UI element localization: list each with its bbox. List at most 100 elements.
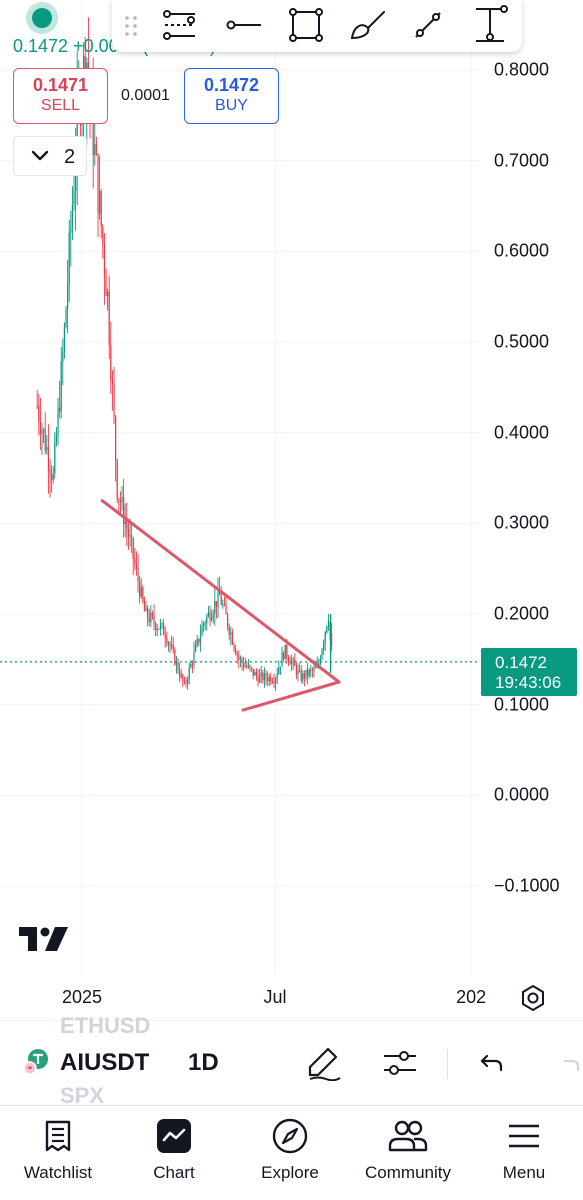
candle-body [279, 666, 282, 668]
time-tick-label: 2025 [61, 987, 103, 1007]
candle-body [212, 613, 214, 618]
candle-body [68, 232, 70, 285]
grip-icon[interactable] [124, 14, 138, 38]
candle-body [164, 634, 166, 638]
undo-button[interactable] [472, 1043, 512, 1083]
nav-label: Chart [153, 1163, 195, 1182]
watchlist-icon [45, 1120, 71, 1152]
candle-body [236, 654, 238, 656]
candle-body [260, 672, 262, 676]
nav-menu[interactable]: Menu [466, 1106, 582, 1200]
nav-explore[interactable]: Explore [232, 1106, 348, 1200]
candle-body [252, 668, 254, 676]
candle-body [307, 669, 309, 676]
candle-body [67, 284, 69, 310]
trend-line-tool-button[interactable] [408, 6, 448, 44]
candle-body [291, 661, 293, 665]
symbol-name[interactable]: AIUSDT [60, 1049, 150, 1076]
candle-body [230, 632, 232, 635]
candle-body [262, 672, 264, 681]
candle-body [102, 226, 104, 245]
nav-label: Menu [502, 1163, 546, 1182]
trend-line-drawing[interactable] [241, 680, 341, 712]
candle-body [62, 351, 64, 362]
price-range-tool-button[interactable] [470, 5, 510, 44]
pitchfork-tool-button[interactable] [160, 6, 200, 44]
candle-body [270, 676, 272, 682]
candle-body [220, 594, 222, 605]
pitchfork-icon [163, 10, 195, 40]
candle-body [161, 623, 163, 625]
buy-button[interactable]: 0.1472 BUY [184, 68, 279, 124]
candle-body [211, 617, 213, 621]
chart-settings-icon[interactable] [519, 984, 547, 1012]
candle-body [244, 665, 246, 667]
candle-body [71, 204, 74, 229]
candle-body [217, 589, 219, 608]
chart-icon [157, 1119, 191, 1153]
candle-body [147, 607, 149, 619]
candle-body [95, 144, 98, 155]
candle-body [273, 681, 275, 683]
candle-body [259, 675, 261, 683]
nav-community[interactable]: Community [350, 1106, 466, 1200]
candle-body [105, 274, 107, 297]
candle-body [297, 670, 299, 675]
candle-body [214, 600, 216, 614]
bar-countdown: 19:43:06 [495, 673, 562, 692]
people-icon [388, 1120, 428, 1152]
candle-body [263, 673, 266, 681]
sell-label: SELL [40, 97, 81, 114]
candle-body [39, 421, 42, 435]
sliders-icon [384, 1051, 416, 1075]
trend-line-drawing[interactable] [100, 499, 341, 684]
candle-body [206, 616, 208, 624]
nav-watchlist[interactable]: Watchlist [0, 1106, 116, 1200]
candle-body [65, 309, 67, 327]
candle-body [187, 679, 189, 683]
candle-body [204, 623, 206, 625]
candle-body [315, 667, 317, 669]
candle-body [251, 667, 253, 669]
compass-icon [272, 1118, 308, 1154]
candle-body [193, 651, 195, 665]
candle-body [300, 670, 302, 681]
nav-chart[interactable]: Chart [116, 1106, 232, 1200]
candle-body [41, 430, 43, 435]
candle-body [159, 624, 162, 630]
candle-body [294, 659, 296, 666]
buy-label: BUY [215, 97, 248, 114]
sell-button[interactable]: 0.1471 SELL [13, 68, 108, 124]
candle-body [43, 429, 45, 431]
redo-button[interactable] [548, 1043, 583, 1083]
candle-body [308, 670, 310, 676]
candle-body [313, 667, 315, 671]
chart-area[interactable]: 0.8000 0.7000 0.6000 0.5000 0.4000 0.3000 0.20… [0, 0, 583, 1020]
interval-selector[interactable]: 1D [188, 1049, 219, 1076]
candle-body [323, 642, 325, 650]
candle-body [76, 95, 78, 164]
candle-body [153, 615, 155, 624]
candle-body [201, 626, 203, 636]
candle-body [46, 447, 48, 451]
candle-body [171, 645, 173, 647]
candle-body [318, 662, 320, 666]
candle-body [305, 669, 307, 679]
candle-body [44, 429, 46, 451]
candle-body [299, 670, 301, 672]
candle-body [156, 628, 158, 630]
candle-body [326, 626, 328, 633]
indicators-collapse-toggle[interactable]: 2 [13, 136, 87, 176]
horizontal-ray-tool-button[interactable] [224, 6, 264, 44]
hamburger-icon [509, 1124, 539, 1148]
candle-body [225, 604, 227, 615]
candle-body [60, 361, 62, 412]
candle-body [223, 604, 226, 606]
drawing-mode-button[interactable] [304, 1043, 344, 1083]
rectangle-tool-button[interactable] [286, 6, 326, 44]
candle-body [231, 632, 234, 645]
candle-body [292, 659, 294, 662]
brush-tool-button[interactable] [348, 6, 388, 44]
tradingview-logo [19, 927, 68, 951]
indicators-settings-button[interactable] [380, 1043, 420, 1083]
